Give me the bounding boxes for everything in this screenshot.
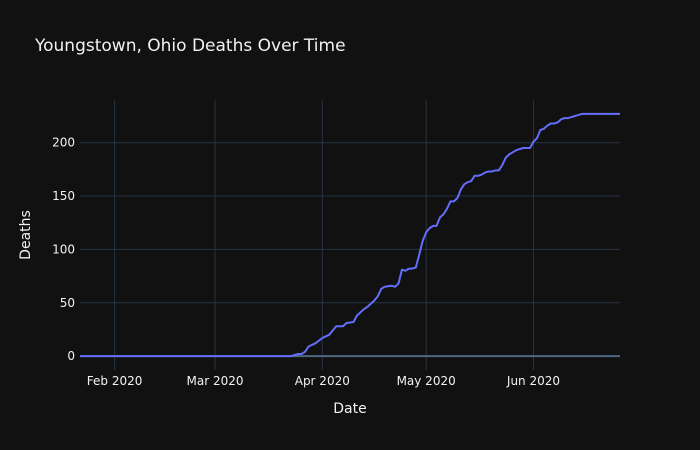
y-tick-label: 100 [52,242,75,256]
y-tick-label: 50 [60,296,75,310]
y-tick-label: 0 [67,349,75,363]
x-tick-label: Feb 2020 [87,374,143,388]
grid-layer [80,100,620,370]
x-tick-label: Apr 2020 [295,374,350,388]
y-tick-label: 200 [52,136,75,150]
y-tick-label: 150 [52,189,75,203]
x-tick-label: Jun 2020 [506,374,560,388]
line-layer [80,112,620,358]
x-tick-label: May 2020 [397,374,456,388]
tick-layer: Feb 2020 Mar 2020 Apr 2020 May 2020 Jun 2020… [52,136,560,388]
x-axis-title: Date [333,401,366,417]
x-tick-label: Mar 2020 [187,374,244,388]
chart-title: Youngstown, Ohio Deaths Over Time [34,36,346,56]
series-line [80,112,620,358]
y-axis-title: Deaths [18,210,34,260]
